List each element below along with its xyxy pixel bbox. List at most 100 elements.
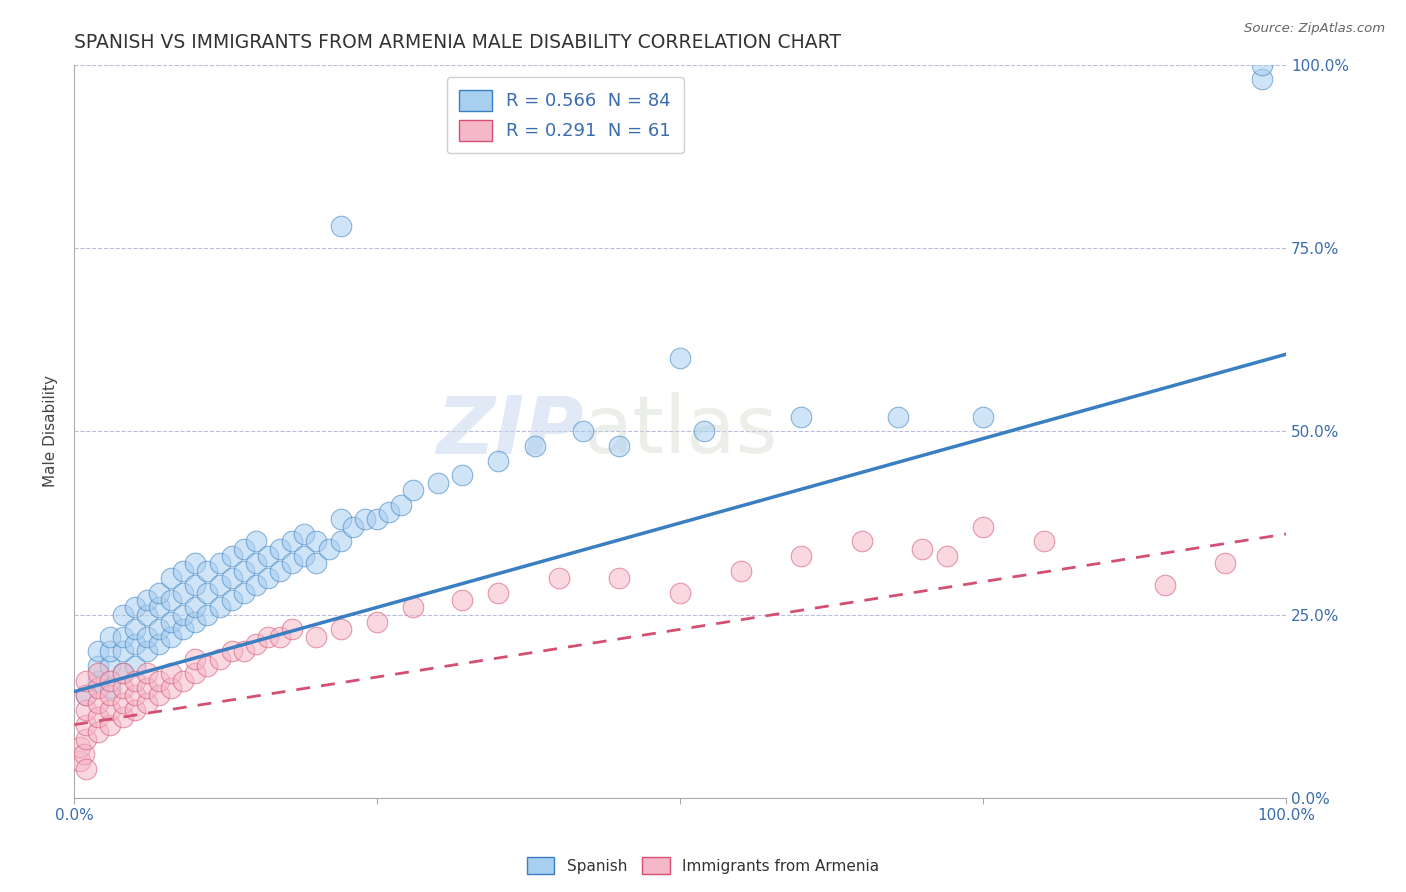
Point — [172, 673, 194, 688]
Point — [197, 607, 219, 622]
Point — [124, 637, 146, 651]
Point — [972, 409, 994, 424]
Point — [100, 659, 122, 673]
Point — [160, 571, 183, 585]
Point — [111, 666, 134, 681]
Point — [184, 651, 207, 665]
Point — [281, 623, 304, 637]
Point — [100, 717, 122, 731]
Point — [148, 637, 170, 651]
Point — [208, 557, 231, 571]
Point — [318, 541, 340, 556]
Point — [269, 564, 291, 578]
Point — [87, 725, 110, 739]
Point — [148, 600, 170, 615]
Point — [87, 659, 110, 673]
Point — [1153, 578, 1175, 592]
Point — [87, 673, 110, 688]
Text: SPANISH VS IMMIGRANTS FROM ARMENIA MALE DISABILITY CORRELATION CHART: SPANISH VS IMMIGRANTS FROM ARMENIA MALE … — [75, 33, 841, 52]
Point — [100, 681, 122, 695]
Point — [111, 710, 134, 724]
Point — [197, 564, 219, 578]
Point — [111, 607, 134, 622]
Point — [329, 534, 352, 549]
Point — [69, 755, 91, 769]
Point — [609, 571, 631, 585]
Point — [305, 630, 328, 644]
Point — [124, 673, 146, 688]
Point — [1250, 57, 1272, 71]
Text: ZIP: ZIP — [436, 392, 583, 470]
Point — [221, 571, 243, 585]
Point — [197, 659, 219, 673]
Point — [402, 483, 425, 497]
Point — [851, 534, 873, 549]
Point — [232, 585, 254, 599]
Point — [208, 578, 231, 592]
Point — [221, 593, 243, 607]
Point — [75, 717, 97, 731]
Point — [148, 689, 170, 703]
Point — [148, 673, 170, 688]
Point — [269, 630, 291, 644]
Point — [486, 453, 509, 467]
Legend: R = 0.566  N = 84, R = 0.291  N = 61: R = 0.566 N = 84, R = 0.291 N = 61 — [447, 78, 683, 153]
Point — [221, 644, 243, 658]
Text: Source: ZipAtlas.com: Source: ZipAtlas.com — [1244, 22, 1385, 36]
Point — [69, 739, 91, 754]
Point — [609, 439, 631, 453]
Point — [111, 644, 134, 658]
Point — [124, 689, 146, 703]
Point — [184, 557, 207, 571]
Point — [354, 512, 377, 526]
Point — [100, 673, 122, 688]
Point — [100, 703, 122, 717]
Point — [172, 564, 194, 578]
Point — [135, 607, 157, 622]
Point — [329, 512, 352, 526]
Point — [172, 585, 194, 599]
Point — [669, 351, 692, 365]
Point — [87, 710, 110, 724]
Point — [124, 659, 146, 673]
Point — [75, 703, 97, 717]
Point — [366, 512, 388, 526]
Point — [111, 696, 134, 710]
Point — [124, 623, 146, 637]
Point — [790, 409, 813, 424]
Point — [184, 615, 207, 629]
Point — [160, 630, 183, 644]
Point — [329, 219, 352, 233]
Point — [160, 681, 183, 695]
Point — [135, 681, 157, 695]
Point — [245, 557, 267, 571]
Point — [100, 644, 122, 658]
Point — [281, 557, 304, 571]
Text: atlas: atlas — [583, 392, 778, 470]
Point — [184, 600, 207, 615]
Point — [245, 534, 267, 549]
Point — [972, 519, 994, 533]
Point — [87, 696, 110, 710]
Point — [486, 585, 509, 599]
Point — [184, 666, 207, 681]
Point — [75, 673, 97, 688]
Point — [172, 623, 194, 637]
Point — [75, 689, 97, 703]
Point — [342, 519, 364, 533]
Point — [451, 593, 474, 607]
Point — [232, 564, 254, 578]
Point — [87, 644, 110, 658]
Point — [111, 630, 134, 644]
Point — [75, 689, 97, 703]
Point — [366, 615, 388, 629]
Point — [523, 439, 546, 453]
Point — [245, 637, 267, 651]
Point — [208, 651, 231, 665]
Point — [232, 541, 254, 556]
Point — [232, 644, 254, 658]
Point — [184, 578, 207, 592]
Point — [111, 666, 134, 681]
Point — [911, 541, 934, 556]
Point — [75, 732, 97, 747]
